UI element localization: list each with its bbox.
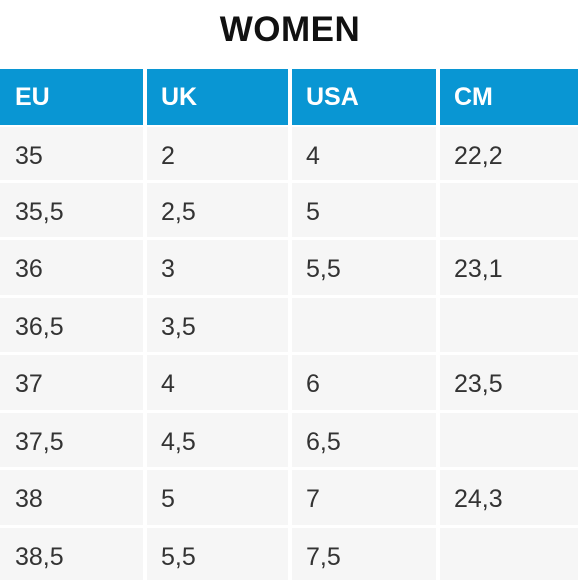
cell-usa: 6 — [290, 355, 438, 413]
cell-cm — [438, 297, 580, 355]
cell-cm: 22,2 — [438, 125, 580, 183]
table-row: 35 2 4 22,2 — [0, 125, 580, 183]
header-eu: EU — [0, 69, 145, 125]
cell-uk: 3,5 — [145, 297, 290, 355]
cell-cm — [438, 412, 580, 470]
page-title: WOMEN — [219, 10, 361, 49]
table-row: 36 3 5,5 23,1 — [0, 240, 580, 298]
cell-eu: 35 — [0, 125, 145, 183]
cell-cm: 23,5 — [438, 355, 580, 413]
table-header-row: EU UK USA CM — [0, 69, 580, 125]
cell-eu: 36,5 — [0, 297, 145, 355]
cell-eu: 37 — [0, 355, 145, 413]
table-row: 37,5 4,5 6,5 — [0, 412, 580, 470]
cell-uk: 5,5 — [145, 527, 290, 580]
cell-eu: 38 — [0, 470, 145, 528]
cell-uk: 4,5 — [145, 412, 290, 470]
cell-eu: 35,5 — [0, 182, 145, 240]
cell-uk: 5 — [145, 470, 290, 528]
cell-eu: 36 — [0, 240, 145, 298]
cell-cm — [438, 182, 580, 240]
table-row: 38,5 5,5 7,5 — [0, 527, 580, 580]
size-table: EU UK USA CM 35 2 4 22,2 35,5 2,5 5 36 3 — [0, 69, 580, 580]
cell-usa: 5,5 — [290, 240, 438, 298]
cell-cm: 23,1 — [438, 240, 580, 298]
table-row: 35,5 2,5 5 — [0, 182, 580, 240]
header-uk: UK — [145, 69, 290, 125]
cell-usa: 4 — [290, 125, 438, 183]
cell-usa: 7,5 — [290, 527, 438, 580]
cell-eu: 37,5 — [0, 412, 145, 470]
cell-uk: 4 — [145, 355, 290, 413]
cell-usa: 6,5 — [290, 412, 438, 470]
header-usa: USA — [290, 69, 438, 125]
cell-usa — [290, 297, 438, 355]
table-row: 36,5 3,5 — [0, 297, 580, 355]
cell-usa: 5 — [290, 182, 438, 240]
cell-usa: 7 — [290, 470, 438, 528]
cell-cm: 24,3 — [438, 470, 580, 528]
header-cm: CM — [438, 69, 580, 125]
table-row: 38 5 7 24,3 — [0, 470, 580, 528]
cell-eu: 38,5 — [0, 527, 145, 580]
cell-uk: 3 — [145, 240, 290, 298]
cell-cm — [438, 527, 580, 580]
table-row: 37 4 6 23,5 — [0, 355, 580, 413]
cell-uk: 2,5 — [145, 182, 290, 240]
cell-uk: 2 — [145, 125, 290, 183]
